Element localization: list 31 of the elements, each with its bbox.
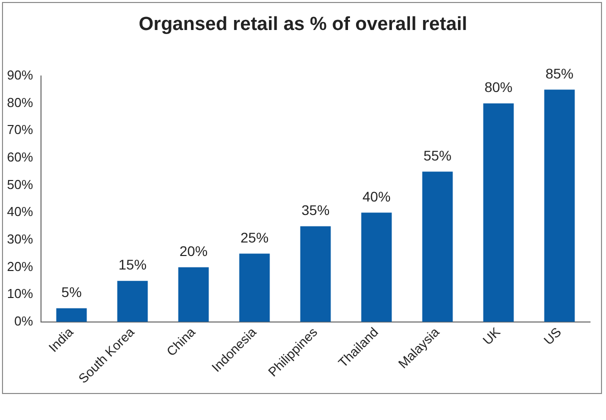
data-label: 35% [301,202,330,218]
y-tick-label: 90% [6,68,34,83]
y-tick-label: 80% [6,94,34,110]
y-tick-label: 40% [6,204,34,220]
y-tick-label: 30% [6,231,34,246]
data-label: 85% [545,66,574,82]
data-label: 5% [61,284,82,300]
data-label: 15% [118,256,147,273]
data-label: 40% [362,188,391,204]
bar [56,308,87,322]
bar [361,212,392,322]
y-tick-label: 0% [14,313,34,328]
data-label: 55% [423,147,452,164]
x-tick-label: US [540,324,564,348]
bar [239,254,270,322]
bar [300,226,331,322]
data-label: 25% [240,229,269,246]
y-tick-label: 50% [6,176,34,192]
y-tick-label: 20% [6,258,34,274]
x-tick-label: UK [480,324,504,348]
y-tick-label: 10% [6,286,34,302]
bar [117,280,148,322]
y-tick-label: 70% [6,122,34,138]
bar [422,172,453,322]
data-label: 80% [484,79,513,96]
bar [483,103,514,322]
bar [544,90,575,322]
data-label: 20% [180,243,208,260]
chart-title: Organsed retail as % of overall retail [138,14,468,36]
bar [178,267,209,322]
y-tick-label: 60% [6,150,34,165]
